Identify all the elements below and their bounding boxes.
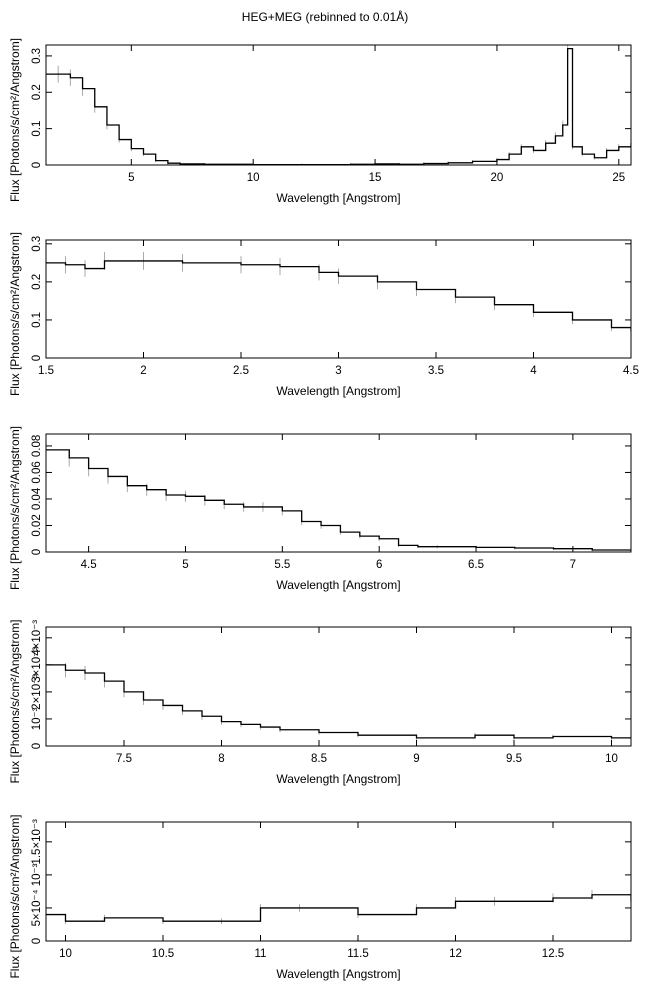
y-tick-label: 0.1 — [31, 312, 43, 328]
y-tick-label: 1.5×10⁻³ — [31, 819, 43, 865]
x-axis-label: Wavelength [Angstrom] — [276, 578, 400, 592]
y-tick-label: 0.3 — [31, 48, 43, 64]
x-tick-label: 8 — [218, 753, 224, 765]
x-axis-label: Wavelength [Angstrom] — [276, 772, 400, 786]
series-1 — [46, 657, 631, 740]
x-tick-label: 1.5 — [38, 365, 54, 377]
x-tick-label: 9 — [413, 753, 419, 765]
series-line — [46, 47, 631, 165]
y-tick-label: 0.3 — [31, 236, 43, 252]
series-1 — [46, 440, 631, 552]
x-tick-label: 5 — [182, 559, 188, 571]
x-axis-label: Wavelength [Angstrom] — [276, 384, 400, 398]
x-tick-label: 10 — [59, 948, 72, 960]
x-tick-label: 2.5 — [233, 365, 249, 377]
chart-panel-4: 7.5 8 8.5 9 9.5 10 0 10⁻³2×10⁻³3×10⁻³4×10⁻³ Wave… — [8, 619, 632, 786]
y-tick-label: 0.02 — [31, 514, 43, 536]
x-tick-label: 6 — [376, 559, 382, 571]
series-line — [46, 260, 631, 332]
plot-frame — [45, 626, 632, 747]
x-tick-label: 11 — [255, 948, 267, 960]
series-1 — [46, 251, 631, 335]
series-line — [46, 664, 631, 739]
x-tick-label: 20 — [491, 172, 504, 184]
x-tick-label: 15 — [369, 172, 382, 184]
x-tick-label: 10 — [247, 172, 260, 184]
y-axis-label: Flux [Photons/s/cm²/Angstrom] — [8, 814, 22, 978]
series-line — [46, 449, 631, 551]
x-tick-label: 10 — [605, 753, 618, 765]
y-tick-label: 0.2 — [31, 274, 43, 290]
y-tick-label: 0.1 — [31, 121, 43, 137]
y-tick-label: 0.04 — [31, 487, 43, 510]
x-tick-label: 3.5 — [428, 365, 444, 377]
y-axis-label: Flux [Photons/s/cm²/Angstrom] — [8, 426, 22, 590]
y-tick-label: 0 — [31, 355, 43, 361]
y-tick-label: 10⁻³ — [31, 863, 43, 886]
y-tick-label: 2×10⁻³ — [31, 674, 43, 710]
y-tick-label: 10⁻³ — [31, 707, 43, 730]
x-axis-label: Wavelength [Angstrom] — [276, 191, 400, 205]
x-tick-label: 6.5 — [468, 559, 484, 571]
chart-panel-5: 10 10.5 11 11.5 12 12.5 0 5×10⁻⁴ 10⁻³1.5×10⁻³ Wav… — [8, 814, 632, 981]
plot-frame — [45, 239, 632, 359]
x-tick-label: 11.5 — [347, 948, 369, 960]
series-1 — [46, 889, 631, 924]
x-tick-label: 4.5 — [623, 365, 639, 377]
series-line — [46, 894, 631, 922]
page-title: HEG+MEG (rebinned to 0.01Å) — [241, 10, 409, 24]
plot-frame — [45, 433, 632, 553]
x-tick-label: 9.5 — [506, 753, 522, 765]
chart-panel-1: 5 10 15 20 25 0 0.1 0.2 0.3 Wavelength [Angstrom]… — [8, 38, 632, 205]
x-tick-label: 25 — [612, 172, 625, 184]
series-1 — [46, 45, 631, 165]
x-tick-label: 8.5 — [311, 753, 327, 765]
x-tick-label: 5.5 — [274, 559, 290, 571]
y-tick-label: 5×10⁻⁴ — [31, 889, 43, 926]
x-tick-label: 4 — [530, 365, 537, 377]
y-tick-label: 0.2 — [31, 84, 43, 100]
y-tick-label: 3×10⁻³ — [31, 647, 43, 683]
y-tick-label: 0.08 — [31, 435, 43, 457]
chart-panel-2: 1.5 2 2.5 3 3.5 4 4.5 0 0.1 0.2 0.3 Wavelength [Ang… — [8, 232, 639, 398]
y-axis-label: Flux [Photons/s/cm²/Angstrom] — [8, 38, 22, 202]
x-tick-label: 7.5 — [116, 753, 132, 765]
x-tick-label: 4.5 — [81, 559, 97, 571]
y-axis-label: Flux [Photons/s/cm²/Angstrom] — [8, 232, 22, 396]
y-tick-label: 0 — [31, 743, 43, 749]
y-tick-label: 0 — [31, 549, 43, 555]
x-axis-label: Wavelength [Angstrom] — [276, 967, 400, 981]
y-tick-label: 0 — [31, 938, 43, 944]
y-axis-label: Flux [Photons/s/cm²/Angstrom] — [8, 619, 22, 783]
x-tick-label: 2 — [140, 365, 146, 377]
y-tick-label: 4×10⁻³ — [31, 620, 43, 656]
x-tick-label: 5 — [128, 172, 134, 184]
plot-frame — [45, 821, 632, 942]
x-tick-label: 12 — [449, 948, 462, 960]
x-tick-label: 3 — [335, 365, 341, 377]
chart-panel-3: 4.5 5 5.5 6 6.5 7 0 0.02 0.04 0.06 0.08 Wavelength … — [8, 426, 632, 592]
x-tick-label: 12.5 — [542, 948, 564, 960]
x-tick-label: 10.5 — [152, 948, 174, 960]
y-tick-label: 0 — [31, 162, 43, 168]
y-tick-label: 0.06 — [31, 461, 43, 483]
x-tick-label: 7 — [570, 559, 576, 571]
plot-frame — [45, 44, 632, 166]
